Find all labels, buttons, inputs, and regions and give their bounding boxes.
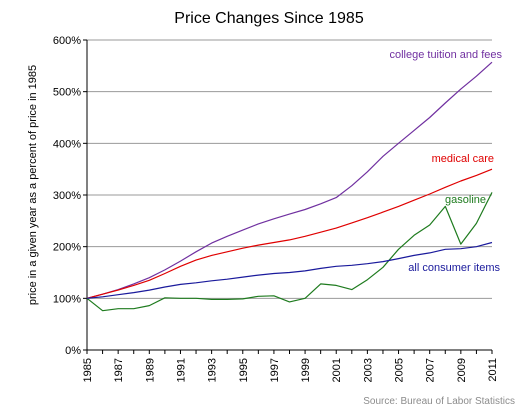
series-labels: college tuition and fees medical care gaso…	[389, 49, 502, 274]
x-tick-label: 2011	[487, 358, 499, 382]
x-tick-label: 1985	[82, 358, 94, 382]
y-tick-label: 600%	[53, 35, 81, 47]
x-tick-label: 1989	[144, 358, 156, 382]
series-line-college-tuition	[86, 61, 493, 299]
y-tick-label: 100%	[53, 293, 81, 305]
series-label-all-consumer-items: all consumer items	[408, 262, 500, 274]
y-tick-labels: 0% 100% 200% 300% 400% 500% 600%	[53, 35, 87, 357]
y-tick-label: 400%	[53, 138, 81, 150]
x-tick-label: 1999	[300, 358, 312, 382]
series-lines	[86, 61, 493, 312]
series-label-college-tuition: college tuition and fees	[389, 49, 502, 61]
x-tick-label: 1987	[113, 358, 125, 382]
x-tick-label: 1991	[175, 358, 187, 382]
series-label-medical-care: medical care	[432, 153, 494, 165]
series-line-medical-care	[86, 168, 493, 299]
chart-title: Price Changes Since 1985	[174, 10, 364, 27]
x-tick-label: 2009	[456, 358, 468, 382]
y-axis-label: price in a given year as a percent of pr…	[27, 65, 39, 305]
x-tick-label: 1995	[238, 358, 250, 382]
y-tick-label: 0%	[65, 345, 81, 357]
gridlines	[87, 39, 492, 351]
x-tick-label: 2005	[394, 358, 406, 382]
series-line-all-consumer-items	[86, 241, 493, 299]
y-tick-label: 300%	[53, 190, 81, 202]
series-line-gasoline	[86, 192, 493, 312]
series-label-gasoline: gasoline	[445, 194, 486, 206]
x-tick-labels: 1985 1987 1989 1991 1993 1995 1997 1999 2001 2003…	[82, 350, 499, 382]
source-note: Source: Bureau of Labor Statistics	[363, 396, 515, 407]
x-tick-label: 1993	[207, 358, 219, 382]
x-tick-label: 1997	[269, 358, 281, 382]
x-tick-label: 2007	[425, 358, 437, 382]
y-tick-label: 500%	[53, 87, 81, 99]
x-tick-label: 2001	[331, 358, 343, 382]
y-tick-label: 200%	[53, 242, 81, 254]
x-tick-label: 2003	[362, 358, 374, 382]
